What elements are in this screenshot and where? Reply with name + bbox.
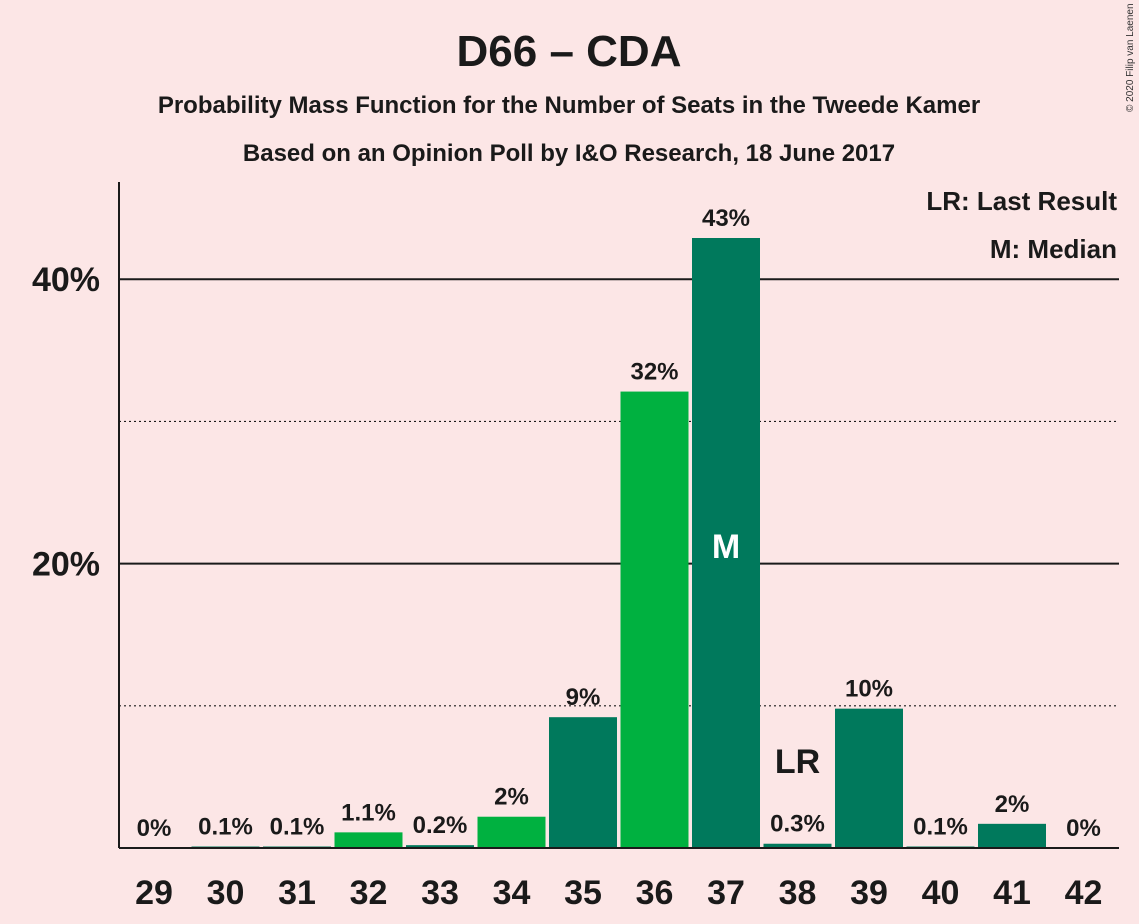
x-tick-label-40: 40: [922, 874, 960, 912]
grid-lines: [119, 278, 1119, 707]
bar-seats-34: [477, 816, 546, 848]
data-label-37: 43%: [702, 205, 750, 232]
data-label-33: 0.2%: [413, 812, 468, 839]
bar-seats-37: [692, 238, 760, 848]
x-tick-label-38: 38: [779, 874, 817, 912]
copyright-note: © 2020 Filip van Laenen: [1125, 3, 1136, 112]
data-label-39: 10%: [845, 676, 893, 703]
legend-last-result: LR: Last Result: [926, 186, 1117, 216]
data-label-29: 0%: [137, 815, 172, 842]
x-tick-label-32: 32: [350, 874, 388, 912]
bar-seats-41: [978, 823, 1046, 848]
last-result-marker: LR: [775, 743, 820, 781]
data-label-40: 0.1%: [913, 814, 968, 841]
data-label-30: 0.1%: [198, 814, 253, 841]
x-tick-label-41: 41: [993, 874, 1031, 912]
bar-seats-39: [835, 708, 903, 848]
data-label-42: 0%: [1066, 815, 1101, 842]
chart-title: D66 – CDA: [457, 27, 682, 76]
x-tick-label-29: 29: [135, 874, 173, 912]
x-tick-label-35: 35: [564, 874, 602, 912]
bar-seats-38: [763, 843, 832, 848]
x-tick-label-33: 33: [421, 874, 459, 912]
data-label-31: 0.1%: [270, 814, 325, 841]
x-tick-label-31: 31: [278, 874, 316, 912]
bar-seats-36: [620, 391, 689, 848]
markers-group: M LR: [712, 528, 820, 781]
median-marker: M: [712, 528, 740, 566]
data-label-38: 0.3%: [770, 811, 825, 838]
bar-seats-32: [334, 832, 403, 848]
tick-labels-group: 20% 40% 29 30 31 32 33 34 35 36 37 38 39 40 41 42: [32, 261, 1102, 912]
bar-seats-35: [549, 717, 617, 848]
data-label-34: 2%: [494, 784, 529, 811]
x-tick-label-34: 34: [493, 874, 531, 912]
chart-subtitle-2: Based on an Opinion Poll by I&O Research…: [243, 140, 895, 167]
x-tick-label-30: 30: [207, 874, 245, 912]
data-label-41: 2%: [995, 791, 1030, 818]
x-tick-label-36: 36: [636, 874, 674, 912]
data-label-32: 1.1%: [341, 799, 396, 826]
data-label-36: 32%: [630, 359, 678, 386]
bars-group: [191, 238, 1046, 848]
data-labels-group: 0% 0.1% 0.1% 1.1% 0.2% 2% 9% 32% 43% 0.3% 10% 0.1% 2…: [137, 205, 1101, 842]
y-tick-label: 40%: [32, 261, 100, 299]
y-tick-label: 20%: [32, 546, 100, 584]
x-tick-label-42: 42: [1065, 874, 1103, 912]
legend-median: M: Median: [990, 234, 1117, 264]
bar-seats-33: [406, 845, 474, 848]
x-tick-label-37: 37: [707, 874, 745, 912]
data-label-35: 9%: [566, 684, 601, 711]
chart-subtitle-1: Probability Mass Function for the Number…: [158, 92, 980, 119]
x-tick-label-39: 39: [850, 874, 888, 912]
